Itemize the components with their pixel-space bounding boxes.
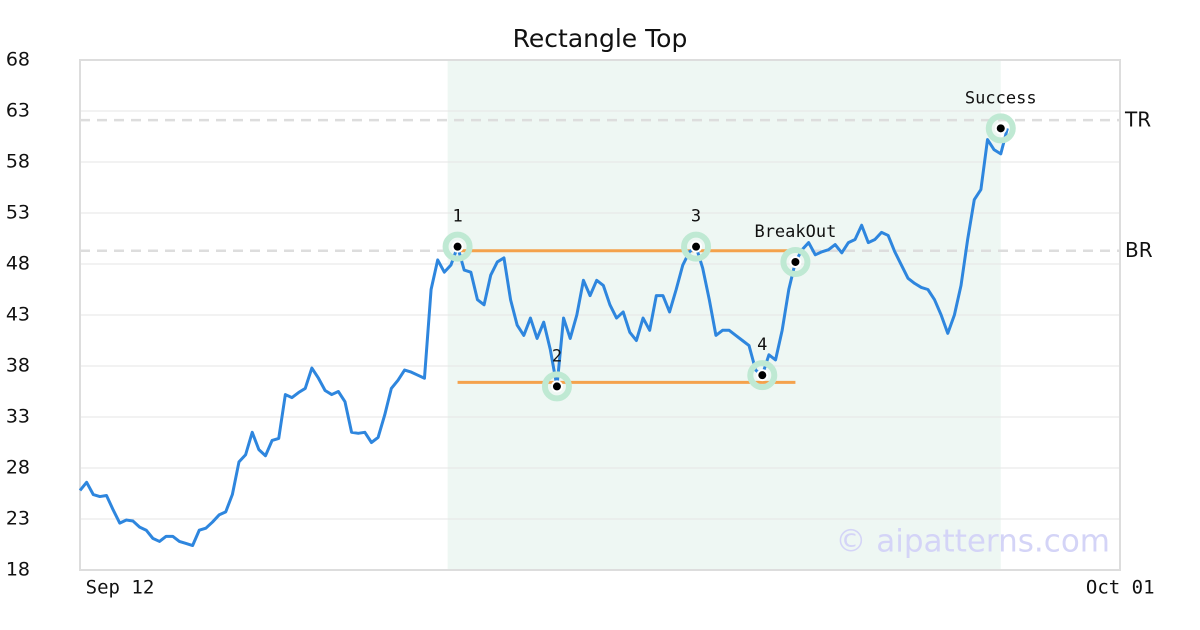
y-tick-label: 58 <box>6 151 30 173</box>
y-tick-label: 53 <box>6 202 30 224</box>
marker <box>756 369 769 382</box>
y-tick-label: 48 <box>6 253 30 275</box>
marker-label: 3 <box>691 207 701 227</box>
marker-label: 1 <box>452 207 462 227</box>
level-label: BR <box>1125 238 1153 262</box>
marker-halo <box>780 246 811 277</box>
marker-label: 2 <box>552 346 562 366</box>
y-tick-label: 18 <box>6 559 30 581</box>
marker-label: Success <box>965 88 1037 108</box>
marker <box>789 255 802 268</box>
y-tick-label: 33 <box>6 406 30 428</box>
y-tick-label: 28 <box>6 457 30 479</box>
level-label: TR <box>1124 108 1151 132</box>
marker <box>550 380 563 393</box>
plot-border <box>79 59 1121 571</box>
marker-halo <box>681 231 712 262</box>
marker <box>994 122 1007 135</box>
x-tick-label: Oct 01 <box>1086 577 1155 599</box>
y-tick-label: 43 <box>6 304 30 326</box>
marker-halo <box>442 231 473 262</box>
marker <box>451 240 464 253</box>
price-line <box>78 127 1009 548</box>
chart-title: Rectangle Top <box>513 24 688 53</box>
marker-halo <box>541 371 572 402</box>
y-tick-label: 68 <box>6 49 30 71</box>
y-tick-label: 23 <box>6 508 30 530</box>
watermark: © aipatterns.com <box>835 524 1110 560</box>
marker-halo <box>747 360 778 391</box>
x-tick-label: Sep 12 <box>86 577 155 599</box>
marker-label: 4 <box>757 335 767 355</box>
marker-halo <box>985 113 1016 144</box>
marker <box>690 240 703 253</box>
y-tick-label: 38 <box>6 355 30 377</box>
marker-label: BreakOut <box>754 222 836 242</box>
y-tick-label: 63 <box>6 100 30 122</box>
